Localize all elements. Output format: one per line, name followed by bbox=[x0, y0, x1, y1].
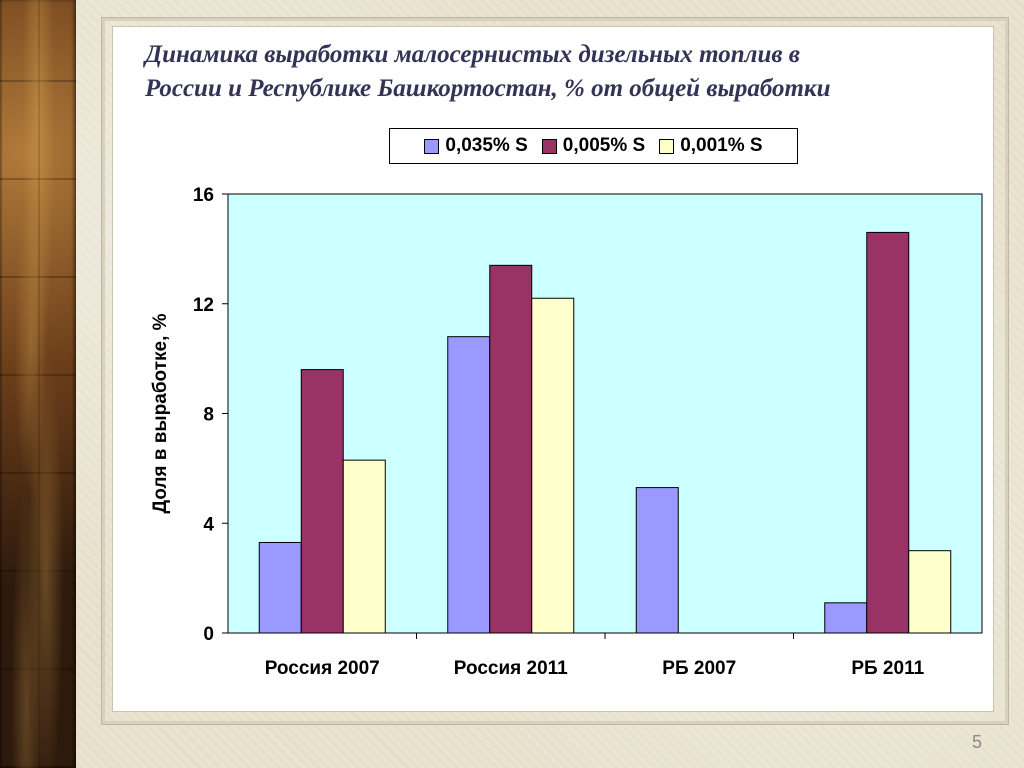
slide-title-line-1: Динамика выработки малосернистых дизельн… bbox=[145, 41, 800, 68]
bar-2-1 bbox=[300, 369, 344, 634]
slide-frame bbox=[102, 18, 1008, 724]
legend-label-series-3: 0,001% S bbox=[680, 135, 763, 156]
bar-1-1 bbox=[258, 541, 302, 634]
bar-2-4 bbox=[866, 231, 910, 634]
bar-1-2 bbox=[447, 336, 491, 634]
legend-label-series-2: 0,005% S bbox=[562, 135, 646, 156]
legend-item-series-1: 0,035% S bbox=[424, 135, 528, 157]
legend-swatch-series-2 bbox=[541, 138, 557, 154]
y-tick-label-5: 16 bbox=[193, 185, 214, 206]
legend-swatch-series-3 bbox=[659, 138, 675, 154]
legend-label-series-1: 0,035% S bbox=[445, 135, 528, 156]
y-tick-label-3: 8 bbox=[203, 405, 214, 426]
y-tick-label-1: 0 bbox=[203, 624, 214, 645]
x-tick-label-1: Россия 2007 bbox=[265, 658, 380, 679]
legend-item-series-2: 0,005% S bbox=[541, 135, 646, 157]
legend-item-series-3: 0,001% S bbox=[659, 135, 763, 157]
x-tick-label-3: РБ 2007 bbox=[662, 658, 736, 679]
slide-title: Динамика выработки малосернистых дизельн… bbox=[145, 38, 975, 106]
y-tick-label-2: 4 bbox=[203, 514, 214, 535]
bar-1-4 bbox=[824, 602, 868, 634]
bar-3-4 bbox=[908, 550, 952, 634]
legend-swatch-series-1 bbox=[424, 138, 440, 154]
chart-legend: 0,035% S 0,005% S 0,001% S bbox=[389, 128, 798, 164]
bar-3-1 bbox=[342, 459, 386, 634]
bar-2-2 bbox=[489, 264, 533, 634]
slide-title-line-2: России и Республике Башкортостан, % от о… bbox=[145, 75, 831, 102]
x-tick-label-2: Россия 2011 bbox=[454, 658, 568, 679]
x-tick-label-4: РБ 2011 bbox=[851, 658, 924, 679]
bars-group bbox=[258, 231, 952, 634]
y-tick-label-4: 12 bbox=[193, 295, 214, 316]
bar-1-3 bbox=[635, 487, 679, 634]
bar-3-2 bbox=[531, 297, 575, 634]
axes-group: Россия 2007 Россия 2011 РБ 2007 РБ 2011 0 4 8 1… bbox=[193, 185, 925, 679]
y-axis-label: Доля в выработке, % bbox=[150, 313, 171, 513]
decorative-side-strip bbox=[0, 0, 76, 768]
slide-number: 5 bbox=[972, 732, 983, 752]
